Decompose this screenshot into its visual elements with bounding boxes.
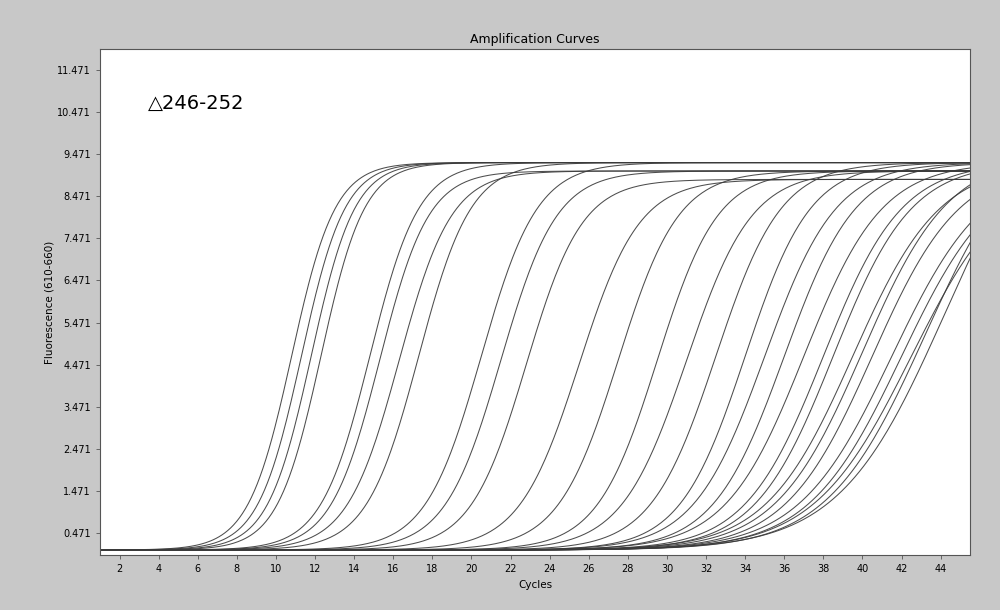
Title: Amplification Curves: Amplification Curves [470,33,600,46]
X-axis label: Cycles: Cycles [518,580,552,590]
Text: △246-252: △246-252 [148,95,244,113]
Y-axis label: Fluorescence (610-660): Fluorescence (610-660) [44,240,54,364]
